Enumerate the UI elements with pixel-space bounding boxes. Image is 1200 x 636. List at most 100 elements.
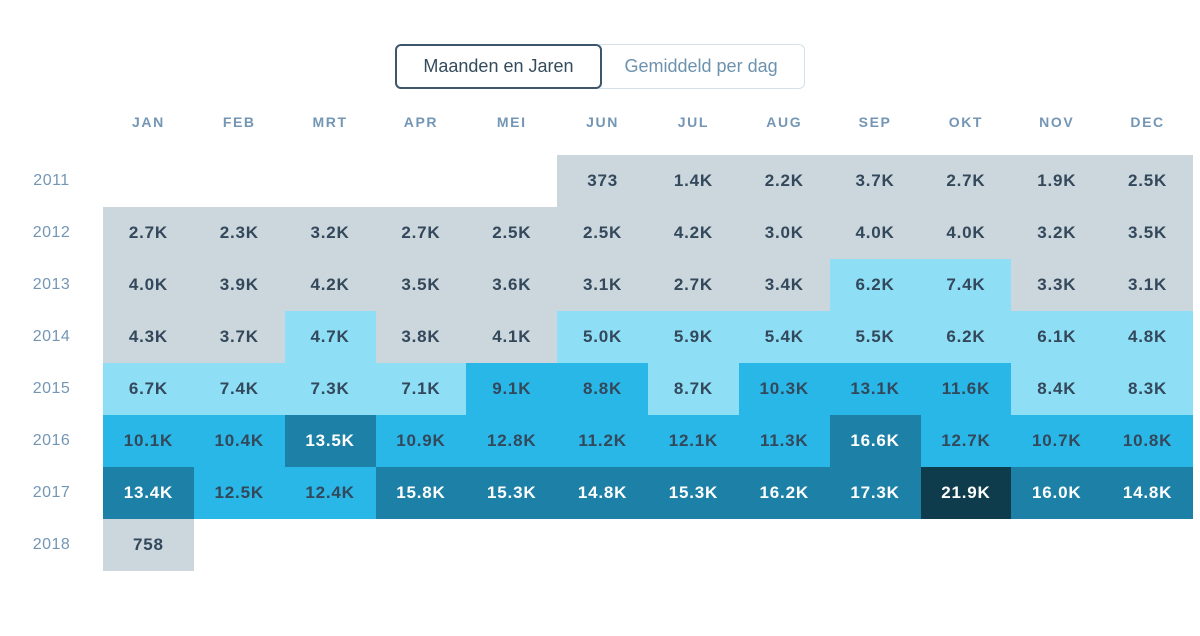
heatmap-cell: 3.6K bbox=[466, 259, 558, 311]
heatmap-cell: 16.2K bbox=[738, 467, 830, 519]
year-label: 2012 bbox=[32, 224, 71, 241]
heatmap-cell: 21.9K bbox=[920, 467, 1012, 519]
heatmap-cell: 6.2K bbox=[920, 311, 1012, 363]
heatmap-cell bbox=[921, 519, 1012, 571]
heatmap-cell bbox=[739, 519, 830, 571]
heatmap-cell bbox=[466, 155, 557, 207]
heatmap-cell bbox=[557, 519, 648, 571]
heatmap-cell: 2.7K bbox=[375, 207, 467, 259]
heatmap-cell: 15.3K bbox=[648, 467, 739, 519]
heatmap-cell: 3.7K bbox=[193, 311, 285, 363]
heatmap-cell: 5.5K bbox=[829, 311, 921, 363]
heatmap-row: 2016 10.1K 10.4K 13.5K 10.9K 12.8K 11.2K 12.1K 1… bbox=[0, 415, 1193, 467]
heatmap-cell: 14.8K bbox=[1102, 467, 1193, 519]
heatmap-cell: 15.8K bbox=[375, 467, 467, 519]
month-label: OKT bbox=[948, 114, 984, 130]
heatmap-cell: 3.5K bbox=[375, 259, 467, 311]
heatmap-cell: 10.7K bbox=[1011, 415, 1103, 467]
heatmap-cell: 12.4K bbox=[284, 467, 376, 519]
heatmap-cell: 3.1K bbox=[1102, 259, 1193, 311]
heatmap-cell: 4.0K bbox=[103, 259, 194, 311]
toggle-average-per-day-button[interactable]: Gemiddeld per dag bbox=[598, 44, 805, 89]
month-label: JUN bbox=[586, 114, 619, 130]
heatmap-cell: 12.7K bbox=[920, 415, 1012, 467]
heatmap-cell: 3.1K bbox=[557, 259, 648, 311]
heatmap-cell: 10.3K bbox=[738, 363, 830, 415]
heatmap-cell: 10.8K bbox=[1102, 415, 1193, 467]
heatmap-cell: 8.4K bbox=[1011, 363, 1103, 415]
heatmap-cell: 4.7K bbox=[284, 311, 376, 363]
heatmap-cell: 2.5K bbox=[1102, 155, 1193, 207]
heatmap-cell: 2.3K bbox=[193, 207, 285, 259]
heatmap-cell: 7.4K bbox=[920, 259, 1012, 311]
heatmap-cell: 3.5K bbox=[1102, 207, 1193, 259]
heatmap-cell: 4.1K bbox=[466, 311, 558, 363]
year-label: 2016 bbox=[32, 432, 71, 449]
heatmap-cell: 4.8K bbox=[1102, 311, 1193, 363]
heatmap-cell: 3.4K bbox=[738, 259, 830, 311]
month-label: NOV bbox=[1039, 114, 1075, 130]
heatmap-cell bbox=[285, 155, 376, 207]
heatmap-cell: 12.1K bbox=[648, 415, 739, 467]
heatmap-cell: 2.7K bbox=[648, 259, 739, 311]
heatmap-cell: 2.2K bbox=[738, 155, 830, 207]
year-label: 2017 bbox=[32, 484, 71, 501]
heatmap-cell: 4.3K bbox=[103, 311, 194, 363]
heatmap-cell: 7.3K bbox=[284, 363, 376, 415]
heatmap-cell: 3.7K bbox=[829, 155, 921, 207]
heatmap-cell: 7.4K bbox=[193, 363, 285, 415]
heatmap-cell: 4.2K bbox=[648, 207, 739, 259]
heatmap-cell: 11.2K bbox=[557, 415, 648, 467]
heatmap-cell: 6.7K bbox=[103, 363, 194, 415]
heatmap-cell bbox=[194, 155, 285, 207]
heatmap-cell: 3.2K bbox=[1011, 207, 1103, 259]
heatmap-cell: 17.3K bbox=[829, 467, 921, 519]
heatmap-cell: 11.3K bbox=[738, 415, 830, 467]
heatmap-cell: 6.2K bbox=[829, 259, 921, 311]
heatmap-cell: 16.6K bbox=[829, 415, 921, 467]
heatmap-cell: 3.2K bbox=[284, 207, 376, 259]
heatmap-cell: 5.9K bbox=[648, 311, 739, 363]
month-label: DEC bbox=[1130, 114, 1165, 130]
month-header-row: JAN FEB MRT APR MEI JUN JUL AUG SEP OKT NOV DEC bbox=[0, 89, 1193, 155]
heatmap-cell: 10.9K bbox=[375, 415, 467, 467]
heatmap-row: 2017 13.4K 12.5K 12.4K 15.8K 15.3K 14.8K 15.3K 1… bbox=[0, 467, 1193, 519]
year-label: 2018 bbox=[32, 536, 71, 553]
year-label: 2015 bbox=[32, 380, 71, 397]
heatmap-cell: 373 bbox=[557, 155, 648, 207]
heatmap-cell bbox=[648, 519, 739, 571]
heatmap-cell: 10.1K bbox=[103, 415, 194, 467]
month-label: JUL bbox=[677, 114, 710, 130]
heatmap-row: 2011 373 1.4K 2.2K 3.7K 2.7K 1.9K 2.5K bbox=[0, 155, 1193, 207]
heatmap-row: 2018 758 bbox=[0, 519, 1193, 571]
month-label: JAN bbox=[132, 114, 165, 130]
year-label: 2013 bbox=[32, 276, 71, 293]
heatmap-cell bbox=[1011, 519, 1102, 571]
heatmap-cell bbox=[466, 519, 557, 571]
heatmap-cell bbox=[376, 519, 467, 571]
heatmap-cell: 8.7K bbox=[648, 363, 739, 415]
month-label: FEB bbox=[222, 114, 256, 130]
heatmap-cell: 3.9K bbox=[193, 259, 285, 311]
heatmap-cell: 14.8K bbox=[557, 467, 648, 519]
heatmap-cell: 8.3K bbox=[1102, 363, 1193, 415]
heatmap-cell: 7.1K bbox=[375, 363, 467, 415]
year-label: 2014 bbox=[32, 328, 71, 345]
heatmap-cell: 8.8K bbox=[557, 363, 648, 415]
heatmap-cell: 3.3K bbox=[1011, 259, 1103, 311]
month-label: MRT bbox=[312, 114, 348, 130]
heatmap-cell bbox=[830, 519, 921, 571]
heatmap-cell: 6.1K bbox=[1011, 311, 1103, 363]
heatmap-cell: 5.0K bbox=[557, 311, 648, 363]
heatmap-grid: JAN FEB MRT APR MEI JUN JUL AUG SEP OKT NOV DEC 2011… bbox=[0, 89, 1193, 571]
heatmap-cell bbox=[103, 155, 194, 207]
heatmap-cell: 5.4K bbox=[738, 311, 830, 363]
heatmap-cell: 13.4K bbox=[103, 467, 194, 519]
heatmap-cell: 13.1K bbox=[829, 363, 921, 415]
month-label: APR bbox=[403, 114, 439, 130]
toggle-months-years-button[interactable]: Maanden en Jaren bbox=[395, 44, 602, 89]
heatmap-cell bbox=[194, 519, 285, 571]
month-label: MEI bbox=[496, 114, 527, 130]
heatmap-cell: 2.5K bbox=[466, 207, 558, 259]
heatmap-cell: 12.8K bbox=[466, 415, 558, 467]
